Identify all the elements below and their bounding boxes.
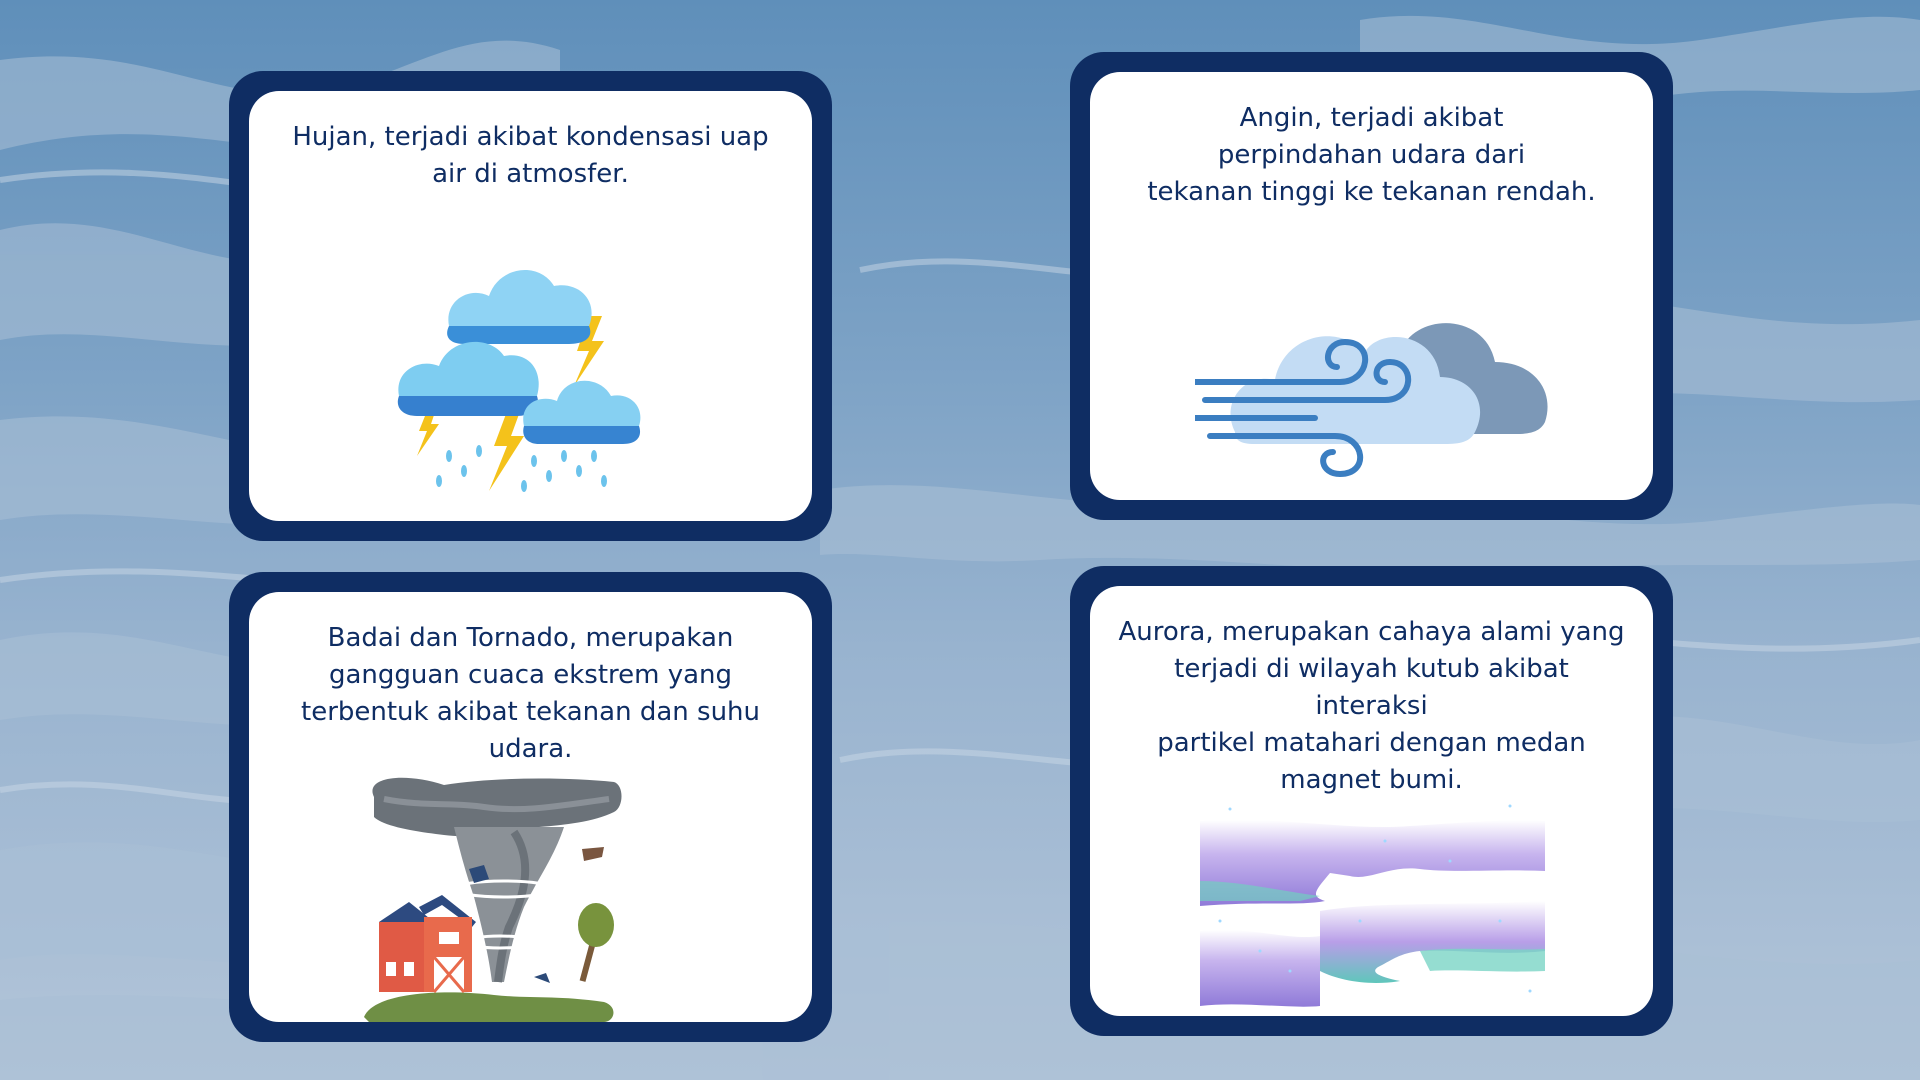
storm-card-text: Badai dan Tornado, merupakan gangguan cu…	[301, 623, 760, 764]
wind-card: Angin, terjadi akibat perpindahan udara …	[1070, 52, 1673, 520]
rain-card: Hujan, terjadi akibat kondensasi uap air…	[229, 71, 832, 541]
aurora-card: Aurora, merupakan cahaya alami yang terj…	[1070, 566, 1673, 1036]
wind-card-text: Angin, terjadi akibat perpindahan udara …	[1147, 103, 1596, 207]
tornado-barn-illustration	[364, 777, 622, 1022]
rain-card-text: Hujan, terjadi akibat kondensasi uap air…	[292, 122, 769, 189]
wind-cloud-icon	[1195, 323, 1548, 478]
rain-card-body: Hujan, terjadi akibat kondensasi uap air…	[249, 91, 812, 521]
storm-card-body: Badai dan Tornado, merupakan gangguan cu…	[249, 592, 812, 1022]
rain-storm-clouds-icon	[397, 269, 641, 492]
aurora-illustration	[1200, 804, 1545, 1007]
wind-card-body: Angin, terjadi akibat perpindahan udara …	[1090, 72, 1653, 500]
aurora-card-body: Aurora, merupakan cahaya alami yang terj…	[1090, 586, 1653, 1016]
storm-card: Badai dan Tornado, merupakan gangguan cu…	[229, 572, 832, 1042]
aurora-card-text: Aurora, merupakan cahaya alami yang terj…	[1118, 617, 1625, 795]
